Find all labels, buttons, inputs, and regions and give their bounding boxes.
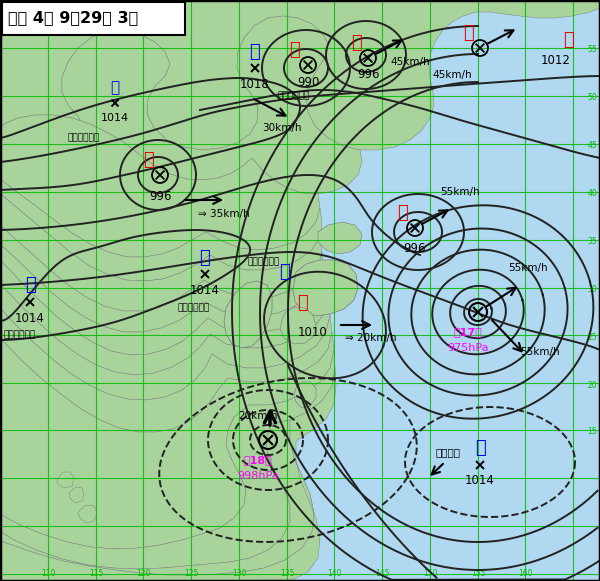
- Polygon shape: [280, 307, 316, 344]
- Text: 25: 25: [587, 332, 597, 342]
- Text: 145: 145: [375, 569, 389, 578]
- Text: 996: 996: [404, 242, 426, 254]
- Text: 55km/h: 55km/h: [440, 187, 479, 197]
- Text: 低: 低: [398, 204, 409, 222]
- Polygon shape: [0, 260, 328, 375]
- Polygon shape: [0, 368, 336, 581]
- Text: 40: 40: [587, 189, 597, 199]
- Text: 975hPa: 975hPa: [447, 343, 489, 353]
- Text: 台18号: 台18号: [244, 455, 272, 465]
- Text: 45km/h: 45km/h: [432, 70, 472, 80]
- Text: 50: 50: [587, 94, 597, 102]
- Text: 高: 高: [25, 276, 35, 294]
- Text: ⇒ 20km/h: ⇒ 20km/h: [345, 333, 397, 343]
- Text: 150: 150: [423, 569, 437, 578]
- Text: 1014: 1014: [101, 113, 129, 123]
- Text: 45km/h: 45km/h: [390, 57, 430, 67]
- Polygon shape: [224, 281, 272, 348]
- Polygon shape: [0, 178, 322, 281]
- Text: ほとんど停滞: ほとんど停滞: [248, 257, 280, 267]
- Text: 1012: 1012: [541, 53, 571, 66]
- Text: ⇒ 35km/h: ⇒ 35km/h: [198, 209, 250, 219]
- Text: 20: 20: [587, 381, 597, 389]
- Text: 令和 4年 9朎29日 3時: 令和 4年 9朎29日 3時: [8, 10, 138, 26]
- Text: 120: 120: [136, 569, 150, 578]
- Text: 低: 低: [350, 34, 361, 52]
- Text: 1014: 1014: [15, 311, 45, 325]
- Text: 55km/h: 55km/h: [508, 263, 548, 273]
- Text: 高: 高: [280, 263, 290, 281]
- Text: 高: 高: [200, 249, 211, 267]
- Text: 135: 135: [280, 569, 294, 578]
- Text: 55km/h: 55km/h: [520, 347, 560, 357]
- Polygon shape: [0, 283, 330, 400]
- Polygon shape: [0, 115, 320, 257]
- Text: 15: 15: [587, 428, 597, 436]
- Polygon shape: [0, 16, 362, 194]
- Polygon shape: [0, 420, 314, 575]
- Text: ほとんど停滞: ほとんど停滞: [278, 91, 310, 101]
- Text: 高: 高: [475, 439, 485, 457]
- Text: ほとんど停滞: ほとんど停滞: [4, 331, 36, 339]
- Text: 1014: 1014: [465, 474, 495, 486]
- Text: 996: 996: [357, 69, 379, 81]
- Text: 155: 155: [471, 569, 485, 578]
- Polygon shape: [0, 350, 335, 569]
- Text: 台17号: 台17号: [454, 327, 482, 337]
- Polygon shape: [0, 308, 332, 432]
- Polygon shape: [293, 260, 358, 316]
- Polygon shape: [57, 472, 74, 488]
- Text: 140: 140: [327, 569, 341, 578]
- Text: 996: 996: [149, 189, 171, 203]
- Text: 110: 110: [41, 569, 55, 578]
- Polygon shape: [318, 222, 362, 254]
- Text: 低: 低: [143, 151, 154, 169]
- Text: 1014: 1014: [190, 284, 220, 296]
- Text: ゆっくり: ゆっくり: [436, 447, 461, 457]
- Polygon shape: [69, 487, 84, 503]
- Text: 990: 990: [297, 76, 319, 88]
- Polygon shape: [0, 190, 322, 311]
- Text: 20km/h: 20km/h: [238, 411, 277, 421]
- Text: 115: 115: [89, 569, 103, 578]
- Polygon shape: [0, 225, 324, 332]
- Polygon shape: [0, 0, 600, 162]
- Text: 998hPa: 998hPa: [237, 471, 279, 481]
- Text: 35: 35: [587, 238, 597, 246]
- Polygon shape: [78, 505, 97, 523]
- Text: 低: 低: [563, 31, 574, 49]
- Text: 低: 低: [298, 294, 308, 312]
- Text: 1018: 1018: [240, 77, 270, 91]
- Text: 低: 低: [290, 41, 301, 59]
- Polygon shape: [0, 244, 326, 355]
- Text: ほとんど停滞: ほとんど停滞: [178, 303, 210, 313]
- Text: 160: 160: [518, 569, 532, 578]
- Text: 125: 125: [184, 569, 198, 578]
- Text: 高: 高: [250, 43, 260, 61]
- Text: 45: 45: [587, 142, 597, 150]
- Text: 30: 30: [587, 285, 597, 295]
- Text: 高: 高: [110, 81, 119, 95]
- Polygon shape: [0, 332, 334, 549]
- Text: 低: 低: [463, 24, 473, 42]
- Text: ほとんど停滞: ほとんど停滞: [68, 134, 100, 142]
- Polygon shape: [294, 382, 316, 408]
- Text: 30km/h: 30km/h: [262, 123, 302, 133]
- Text: 1010: 1010: [298, 325, 328, 339]
- Text: 55: 55: [587, 45, 597, 55]
- FancyBboxPatch shape: [2, 2, 185, 35]
- Text: 130: 130: [232, 569, 246, 578]
